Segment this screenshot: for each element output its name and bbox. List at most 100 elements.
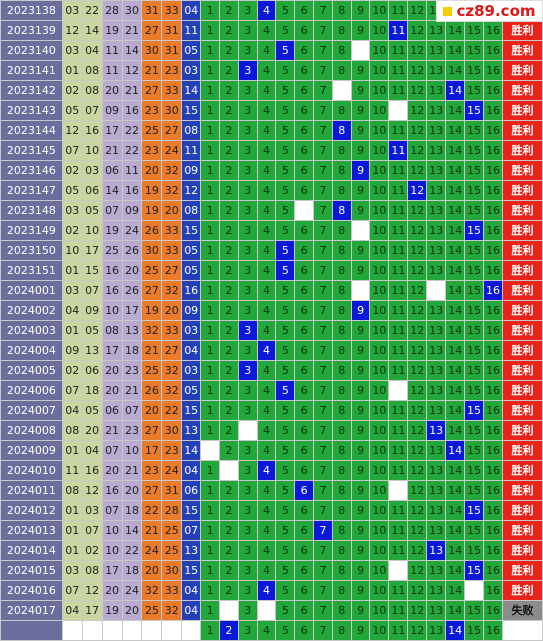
trend-cell: 11: [388, 200, 409, 221]
red-ball-number: 08: [61, 480, 83, 501]
blue-ball-number: 15: [181, 560, 202, 581]
trend-cell: 4: [256, 540, 277, 561]
hit-cell: 12: [407, 180, 428, 201]
trend-cell: 13: [426, 520, 447, 541]
trend-cell: 16: [483, 400, 503, 421]
trend-cell: 3: [237, 80, 258, 101]
trend-cell: 9: [350, 0, 371, 21]
trend-cell: 12: [407, 100, 428, 121]
trend-cell: 8: [331, 600, 352, 621]
red-ball-number: 01: [61, 500, 83, 521]
red-ball-number: 01: [61, 440, 83, 461]
trend-cell: 13: [426, 160, 447, 181]
trend-cell: 2: [218, 480, 239, 501]
red-ball-number: 21: [101, 140, 123, 161]
trend-cell: 15: [464, 480, 484, 501]
red-ball-number: 08: [101, 320, 123, 341]
trend-cell: 9: [350, 200, 371, 221]
red-ball-number: 25: [141, 260, 163, 281]
draw-date: 2024006: [0, 380, 63, 401]
trend-cell: 1: [200, 460, 220, 481]
red-ball-number: 30: [121, 0, 143, 21]
red-ball-number: 02: [81, 540, 103, 561]
trend-cell: 12: [407, 620, 428, 641]
red-ball-number: 12: [81, 480, 103, 501]
trend-cell: 10: [369, 520, 390, 541]
red-ball-number: 27: [161, 260, 183, 281]
red-ball-number: 32: [161, 360, 183, 381]
empty-number-cell: [81, 620, 103, 641]
red-ball-number: 12: [121, 60, 143, 81]
red-ball-number: 23: [141, 100, 163, 121]
trend-cell: 5: [275, 600, 296, 621]
draw-date: 2023140: [0, 40, 63, 61]
draw-row: 2024003 01 05 08 13 32 33 03 1 2 3 4 5 6 7 8 9 10 11 12 13 14…: [0, 320, 543, 341]
trend-cell: 10: [369, 360, 390, 381]
win-badge: 胜利: [501, 440, 543, 461]
red-ball-number: 08: [81, 80, 103, 101]
trend-cell: 14: [445, 540, 466, 561]
trend-cell: 6: [294, 460, 315, 481]
trend-cell: 1: [200, 560, 220, 581]
trend-cell: 16: [483, 240, 503, 261]
draw-date: 2024001: [0, 280, 63, 301]
red-ball-number: 32: [141, 320, 163, 341]
red-ball-number: 33: [161, 580, 183, 601]
trend-cell: 11: [388, 540, 409, 561]
trend-cell: 9: [350, 380, 371, 401]
trend-cell: 6: [294, 300, 315, 321]
hit-cell: 7: [313, 520, 333, 541]
red-ball-number: 33: [161, 320, 183, 341]
trend-cell: 9: [350, 80, 371, 101]
trend-cell: 10: [369, 260, 390, 281]
trend-cell: 11: [388, 460, 409, 481]
trend-cell: 12: [407, 0, 428, 21]
trend-cell: 16: [483, 340, 503, 361]
red-ball-number: 18: [81, 380, 103, 401]
trend-cell: 6: [294, 540, 315, 561]
trend-cell: 14: [445, 580, 466, 601]
trend-cell: 10: [369, 420, 390, 441]
red-ball-number: 05: [61, 180, 83, 201]
draw-row: 2024016 07 12 20 24 32 33 04 1 2 3 4 5 6 7 8 9 10 11 12 13 14…: [0, 580, 543, 601]
prediction-cell: 2: [218, 620, 239, 641]
trend-cell: 12: [407, 460, 428, 481]
trend-cell: 1: [200, 380, 220, 401]
trend-cell: 6: [294, 600, 315, 621]
logo-text: cz89.com: [456, 2, 536, 20]
red-ball-number: 03: [61, 200, 83, 221]
draw-row: 2024002 04 09 10 17 19 20 09 1 2 3 4 5 6 7 8 9 10 11 12 13 14…: [0, 300, 543, 321]
trend-cell: 1: [200, 340, 220, 361]
trend-cell: 12: [407, 20, 428, 41]
trend-cell: 14: [445, 120, 466, 141]
red-ball-number: 05: [81, 320, 103, 341]
red-ball-number: 20: [141, 160, 163, 181]
trend-cell: 16: [483, 600, 503, 621]
red-ball-number: 27: [141, 480, 163, 501]
win-badge: 胜利: [501, 500, 543, 521]
trend-cell: 15: [464, 460, 484, 481]
red-ball-number: 10: [101, 300, 123, 321]
red-ball-number: 01: [61, 260, 83, 281]
red-ball-number: 10: [61, 240, 83, 261]
trend-cell: 12: [407, 40, 428, 61]
hit-cell: 8: [331, 120, 352, 141]
red-ball-number: 18: [121, 500, 143, 521]
trend-cell: 2: [218, 140, 239, 161]
trend-cell: 6: [294, 220, 315, 241]
red-ball-number: 27: [141, 20, 163, 41]
trend-cell: 14: [445, 500, 466, 521]
site-logo[interactable]: cz89.com: [436, 0, 543, 22]
trend-cell: 9: [350, 140, 371, 161]
trend-cell: 12: [407, 540, 428, 561]
trend-cell: 12: [407, 120, 428, 141]
trend-cell: 6: [294, 100, 315, 121]
draw-date: 2024012: [0, 500, 63, 521]
trend-cell: 6: [294, 120, 315, 141]
draw-date: 2024017: [0, 600, 63, 621]
trend-cell: 14: [445, 300, 466, 321]
trend-cell: 14: [445, 240, 466, 261]
trend-cell: 6: [294, 140, 315, 161]
empty-number-cell: [101, 620, 123, 641]
trend-cell: 3: [237, 440, 258, 461]
